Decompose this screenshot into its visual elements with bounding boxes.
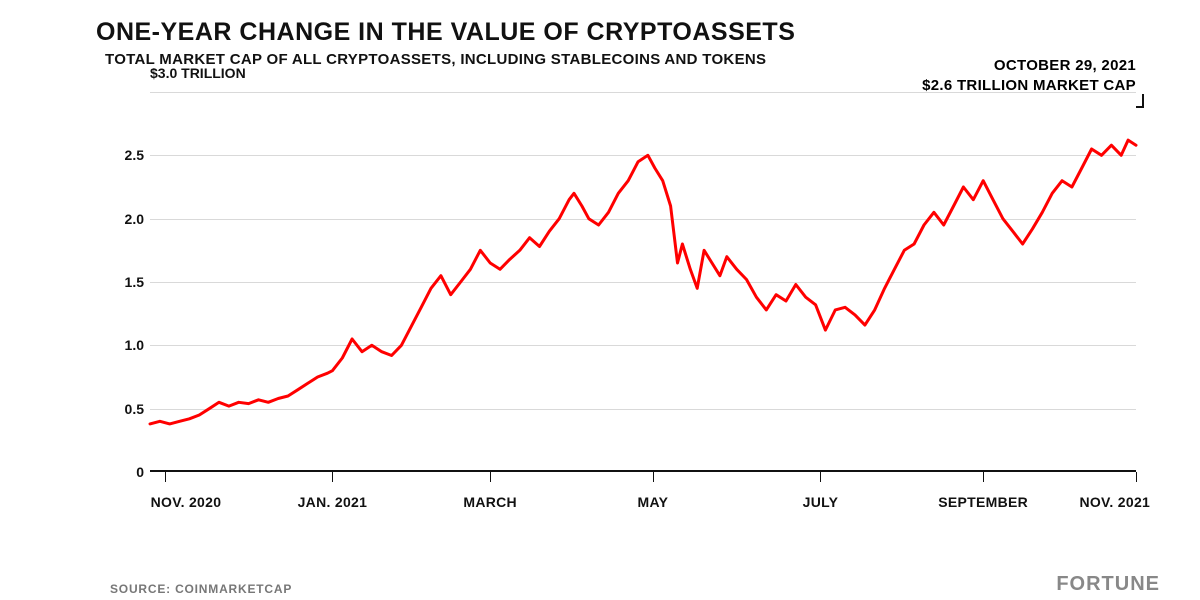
y-axis-label: 2.0 bbox=[96, 211, 144, 227]
x-tick-mark bbox=[653, 472, 654, 482]
callout-label: OCTOBER 29, 2021 $2.6 TRILLION MARKET CA… bbox=[922, 56, 1136, 95]
y-axis-label: 2.5 bbox=[96, 147, 144, 163]
x-tick-mark bbox=[983, 472, 984, 482]
x-tick-mark bbox=[1136, 472, 1137, 482]
y-axis-label: $3.0 TRILLION bbox=[150, 65, 290, 81]
y-axis-label: 1.5 bbox=[96, 274, 144, 290]
chart-title: ONE-YEAR CHANGE IN THE VALUE OF CRYPTOAS… bbox=[96, 18, 1160, 47]
x-axis-label: NOV. 2020 bbox=[151, 494, 222, 510]
x-tick-mark bbox=[165, 472, 166, 482]
x-tick-mark bbox=[820, 472, 821, 482]
x-axis-label: NOV. 2021 bbox=[1079, 494, 1150, 510]
source-label: SOURCE: COINMARKETCAP bbox=[110, 582, 292, 596]
x-tick-mark bbox=[332, 472, 333, 482]
line-series bbox=[150, 92, 1136, 472]
x-axis-label: JAN. 2021 bbox=[298, 494, 368, 510]
callout-bracket bbox=[1136, 94, 1144, 108]
y-axis-label: 1.0 bbox=[96, 337, 144, 353]
plot-area: OCTOBER 29, 2021 $2.6 TRILLION MARKET CA… bbox=[150, 92, 1136, 472]
chart-area: 00.51.01.52.02.5$3.0 TRILLION OCTOBER 29… bbox=[96, 92, 1136, 522]
x-axis-label: MAY bbox=[637, 494, 668, 510]
brand-label: FORTUNE bbox=[1056, 573, 1160, 596]
x-tick-mark bbox=[490, 472, 491, 482]
x-axis-label: SEPTEMBER bbox=[938, 494, 1028, 510]
y-axis-label: 0.5 bbox=[96, 401, 144, 417]
y-axis-label: 0 bbox=[96, 464, 144, 480]
x-axis-label: MARCH bbox=[463, 494, 517, 510]
callout-date: OCTOBER 29, 2021 bbox=[922, 56, 1136, 76]
x-axis-label: JULY bbox=[803, 494, 839, 510]
